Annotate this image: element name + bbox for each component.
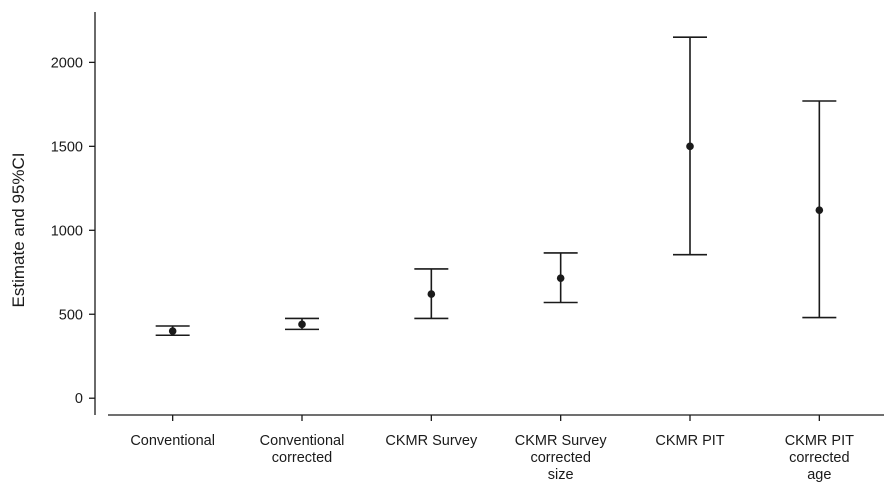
- x-tick-label: CKMR Survey: [385, 433, 478, 449]
- x-tick-label-line: CKMR PIT: [655, 433, 724, 449]
- x-tick-label-line: CKMR Survey: [515, 433, 608, 449]
- x-tick-label: CKMR PIT corrected age: [785, 433, 854, 483]
- x-tick-label: CKMR PIT: [655, 433, 724, 449]
- x-tick-label: Conventional corrected: [260, 433, 345, 466]
- estimate-point: [168, 327, 177, 335]
- y-tick-label: 2000: [51, 55, 83, 71]
- x-tick-label-line: corrected: [272, 450, 332, 466]
- y-axis-title: Estimate and 95%CI: [9, 153, 28, 308]
- x-tick-label-line: CKMR PIT: [785, 433, 854, 449]
- x-tick-label-line: Conventional: [130, 433, 215, 449]
- x-tick-label-line: size: [548, 467, 574, 483]
- estimate-point: [427, 290, 436, 298]
- estimate-point: [298, 320, 306, 329]
- x-tick-label-line: Conventional: [260, 433, 345, 449]
- y-tick-label: 1000: [51, 223, 83, 239]
- estimate-point: [686, 142, 694, 151]
- x-tick-label-line: corrected: [530, 450, 590, 466]
- x-tick-label-line: corrected: [789, 450, 849, 466]
- error-bar-group: [155, 325, 190, 337]
- y-tick-label: 1500: [51, 139, 83, 155]
- estimate-point: [815, 206, 824, 214]
- y-tick-label: 0: [75, 391, 83, 407]
- x-tick-label-line: age: [807, 467, 831, 483]
- y-tick-label: 500: [59, 307, 83, 323]
- error-bar-group: [673, 36, 707, 256]
- error-bar-group: [285, 317, 319, 331]
- y-axis: 0 500 1000 1500 2000: [51, 12, 96, 415]
- error-bar-group: [543, 252, 578, 304]
- error-bar-group: [414, 268, 449, 320]
- estimate-point: [556, 274, 565, 282]
- x-tick-label: Conventional: [130, 433, 215, 449]
- data-marks: [155, 36, 837, 337]
- x-tick-label: CKMR Survey corrected size: [515, 433, 608, 483]
- error-bar-group: [802, 100, 837, 319]
- x-tick-label-line: CKMR Survey: [385, 433, 478, 449]
